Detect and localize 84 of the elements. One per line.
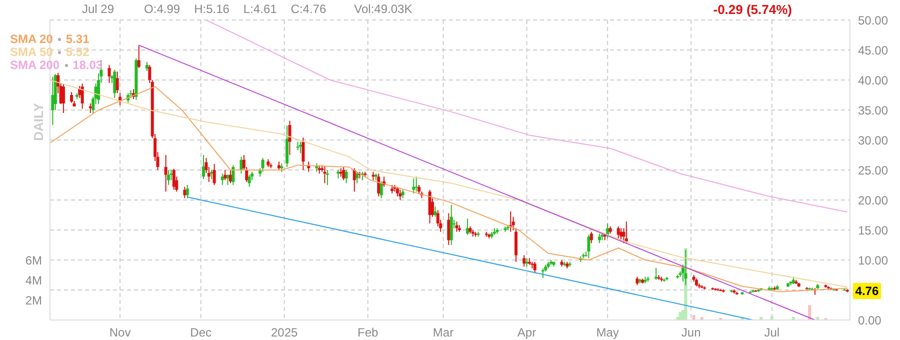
candlestick (509, 210, 512, 232)
y-tick-label: 0.00 (858, 313, 882, 328)
y-tick-label: 25.00 (858, 163, 888, 178)
text: SMA 20 (10, 32, 53, 46)
annotation: 4.76 (853, 283, 881, 300)
candlestick (342, 166, 346, 181)
candlestick (113, 69, 116, 98)
x-tick-label: Jun (681, 326, 701, 340)
candlestick (377, 173, 380, 197)
text: -0.29 (5.74%) (713, 2, 792, 17)
candlestick (598, 233, 601, 244)
candlestick (344, 170, 348, 184)
y-tick-label: 45.00 (858, 43, 888, 58)
candlestick (80, 83, 84, 110)
candlestick (326, 170, 329, 186)
text: O:4.99 (144, 2, 180, 16)
candlestick (108, 64, 111, 84)
candlestick (447, 212, 450, 246)
candlestick (116, 71, 119, 94)
candlestick (183, 186, 186, 199)
candlestick (380, 180, 383, 199)
line-series (206, 20, 848, 212)
x-tick-label: Nov (109, 326, 131, 340)
candlestick (606, 222, 610, 239)
candlestick (248, 174, 251, 188)
candlestick (232, 164, 235, 186)
y-tick-label: 35.00 (858, 103, 888, 118)
candlestick (412, 178, 416, 194)
series-label: SMA 50 (10, 45, 53, 59)
candlestick (186, 184, 189, 199)
candlestick (167, 170, 170, 186)
candlestick (541, 268, 544, 278)
candlestick (212, 164, 216, 186)
candlestick (288, 120, 292, 156)
y-tick-label: 50.00 (858, 13, 888, 28)
candlestick (62, 83, 65, 114)
y-tick-label: 15.00 (858, 223, 888, 238)
candlestick (455, 221, 458, 232)
candlestick (302, 137, 305, 170)
y2-tick-label: 2M (25, 293, 42, 308)
x-tick-label: Apr (517, 326, 536, 340)
text: C:4.76 (290, 2, 326, 16)
candlestick (522, 254, 526, 268)
candlestick (450, 204, 453, 246)
candlestick (170, 170, 173, 181)
candlestick (240, 156, 243, 174)
y-tick-label: 20.00 (858, 193, 888, 208)
candlestick (396, 186, 399, 197)
text: SMA 200 (10, 58, 60, 72)
candlestick (587, 234, 590, 259)
y-tick-label: 30.00 (858, 133, 888, 148)
candlestick (616, 226, 620, 239)
candlestick (51, 76, 54, 126)
y-tick-label: 10.00 (858, 253, 888, 268)
candlestick (164, 154, 168, 192)
candlestick (398, 189, 402, 200)
text: Vol:49.03K (354, 2, 412, 16)
x-tick-label: Jul (764, 326, 780, 340)
bar (692, 315, 696, 320)
y-tick-label: 40.00 (858, 73, 888, 88)
candlestick (118, 92, 122, 106)
x-tick-label: Dec (190, 326, 212, 340)
y2-tick-label: 4M (25, 273, 42, 288)
x-tick-label: Mar (432, 326, 454, 340)
candlestick (261, 158, 264, 172)
candlestick (224, 170, 227, 181)
candlestick (70, 92, 74, 104)
candlestick (172, 168, 176, 190)
candlestick (590, 231, 593, 244)
candlestick (533, 261, 536, 274)
candlestick (356, 171, 359, 184)
x-tick-label: May (596, 326, 619, 340)
text: L:4.61 (243, 2, 277, 16)
candlestick (137, 44, 140, 68)
candlestick (202, 154, 206, 180)
x-tick-label: Feb (358, 326, 379, 340)
y2-tick-label: 6M (25, 253, 42, 268)
candlestick (624, 221, 628, 244)
annotation: 5.52 (66, 45, 90, 59)
text: Jul 29 (82, 2, 114, 16)
candlestick (434, 206, 437, 218)
x-tick-label: 2025 (270, 326, 298, 340)
text: H:5.16 (194, 2, 230, 16)
annotation: 5.31 (66, 32, 90, 46)
